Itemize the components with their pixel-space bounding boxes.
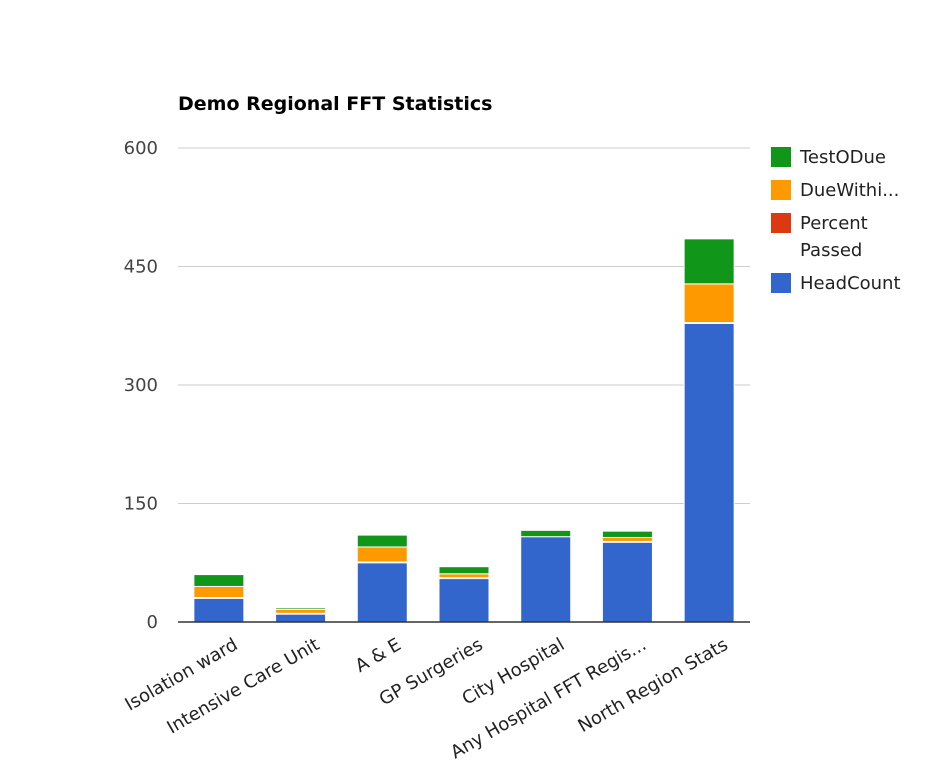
bar-stack-5[interactable] <box>601 530 653 623</box>
bar-segment[interactable] <box>683 322 735 623</box>
x-tick-label: Intensive Care Unit <box>164 634 324 738</box>
bar-stack-4[interactable] <box>520 529 572 623</box>
y-tick-label: 300 <box>124 375 158 396</box>
legend-swatch <box>771 147 791 167</box>
bar-segment[interactable] <box>520 529 572 538</box>
bar-segment[interactable] <box>275 608 327 614</box>
bar-segment[interactable] <box>520 536 572 623</box>
legend-label: DueWithi... <box>800 180 899 201</box>
legend-item-3[interactable]: HeadCount <box>771 273 901 294</box>
bar-segment[interactable] <box>275 613 327 623</box>
bar-segment[interactable] <box>438 566 490 575</box>
bar-stack-3[interactable] <box>438 566 490 623</box>
bar-segment[interactable] <box>356 534 408 548</box>
legend-label: HeadCount <box>800 273 901 294</box>
bar-stack-6[interactable] <box>683 238 735 623</box>
legend[interactable]: TestODue DueWithi... Percent Passed HeadCoun… <box>771 147 901 294</box>
bar-segment[interactable] <box>193 574 245 587</box>
legend-label: Passed <box>800 240 862 261</box>
y-tick-label: 0 <box>147 612 158 633</box>
legend-swatch <box>771 213 791 233</box>
bar-stack-0[interactable] <box>193 574 245 623</box>
legend-swatch <box>771 273 791 293</box>
legend-item-2[interactable]: Percent Passed <box>771 213 868 261</box>
bar-segment[interactable] <box>601 541 653 623</box>
bar-segment[interactable] <box>683 238 735 285</box>
legend-item-0[interactable]: TestODue <box>771 147 886 168</box>
y-tick-label: 600 <box>124 138 158 159</box>
bar-segment[interactable] <box>601 530 653 538</box>
y-tick-label: 150 <box>124 494 158 515</box>
bars <box>193 238 735 623</box>
bar-segment[interactable] <box>193 585 245 599</box>
x-tick-label: A & E <box>352 634 405 677</box>
bar-segment[interactable] <box>601 536 653 542</box>
chart-title: Demo Regional FFT Statistics <box>178 93 492 115</box>
legend-label: Percent <box>800 213 868 234</box>
gridlines <box>178 147 750 504</box>
bar-segment[interactable] <box>683 283 735 324</box>
bar-stack-1[interactable] <box>275 607 327 623</box>
x-tick-label: North Region Stats <box>574 634 731 737</box>
bar-segment[interactable] <box>275 607 327 610</box>
legend-label: TestODue <box>799 147 886 168</box>
bar-stack-2[interactable] <box>356 534 408 623</box>
bar-segment[interactable] <box>356 562 408 623</box>
y-tick-label: 450 <box>124 257 158 278</box>
bar-segment[interactable] <box>193 597 245 623</box>
bar-segment[interactable] <box>438 578 490 623</box>
bar-segment[interactable] <box>438 573 490 579</box>
legend-swatch <box>771 180 791 200</box>
bar-segment[interactable] <box>356 546 408 563</box>
legend-item-1[interactable]: DueWithi... <box>771 180 899 201</box>
